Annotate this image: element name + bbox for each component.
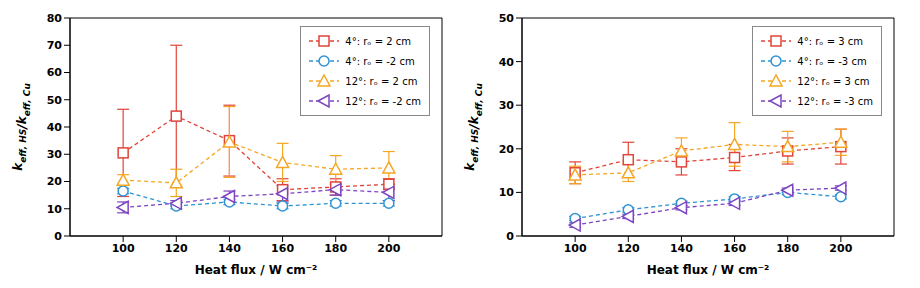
html-text:12°: rₒ = -3 cm: 12°: rₒ = -3 cm bbox=[797, 95, 873, 107]
svg-text:120: 120 bbox=[617, 242, 640, 255]
svg-text:160: 160 bbox=[271, 242, 294, 255]
svg-text:keff, HS/keff, Cu: keff, HS/keff, Cu bbox=[11, 83, 32, 171]
svg-text:10: 10 bbox=[499, 186, 515, 199]
svg-text:60: 60 bbox=[47, 66, 63, 79]
svg-text:100: 100 bbox=[564, 242, 587, 255]
html-text:4°: rₒ = -3 cm: 4°: rₒ = -3 cm bbox=[797, 55, 867, 67]
svg-text:100: 100 bbox=[112, 242, 135, 255]
svg-text:180: 180 bbox=[776, 242, 799, 255]
svg-text:50: 50 bbox=[499, 12, 515, 25]
html-text:4°: rₒ = -2 cm: 4°: rₒ = -2 cm bbox=[345, 55, 415, 67]
html-text:4°: rₒ = 3 cm: 4°: rₒ = 3 cm bbox=[797, 35, 863, 47]
html-text:12°: rₒ = 2 cm: 12°: rₒ = 2 cm bbox=[345, 75, 418, 87]
svg-text:20: 20 bbox=[47, 175, 63, 188]
svg-text:160: 160 bbox=[723, 242, 746, 255]
svg-text:80: 80 bbox=[47, 12, 63, 25]
svg-text:10: 10 bbox=[47, 203, 63, 216]
svg-text:200: 200 bbox=[829, 242, 852, 255]
svg-text:140: 140 bbox=[218, 242, 241, 255]
svg-text:50: 50 bbox=[47, 94, 63, 107]
svg-text:20: 20 bbox=[499, 143, 515, 156]
svg-text:180: 180 bbox=[324, 242, 347, 255]
svg-text:40: 40 bbox=[499, 56, 515, 69]
svg-text:140: 140 bbox=[670, 242, 693, 255]
svg-text:0: 0 bbox=[54, 230, 62, 243]
html-text:12°: rₒ = 3 cm: 12°: rₒ = 3 cm bbox=[797, 75, 870, 87]
svg-text:keff, HS/keff, Cu: keff, HS/keff, Cu bbox=[463, 83, 484, 171]
svg-text:Heat flux / W cm⁻²: Heat flux / W cm⁻² bbox=[195, 263, 318, 277]
svg-text:70: 70 bbox=[47, 39, 63, 52]
svg-text:200: 200 bbox=[377, 242, 400, 255]
svg-text:40: 40 bbox=[47, 121, 63, 134]
svg-text:0: 0 bbox=[506, 230, 514, 243]
svg-text:30: 30 bbox=[499, 99, 515, 112]
svg-text:120: 120 bbox=[165, 242, 188, 255]
html-text:12°: rₒ = -2 cm: 12°: rₒ = -2 cm bbox=[345, 95, 421, 107]
svg-text:30: 30 bbox=[47, 148, 63, 161]
html-text:4°: rₒ = 2 cm: 4°: rₒ = 2 cm bbox=[345, 35, 411, 47]
svg-text:Heat flux / W cm⁻²: Heat flux / W cm⁻² bbox=[647, 263, 770, 277]
